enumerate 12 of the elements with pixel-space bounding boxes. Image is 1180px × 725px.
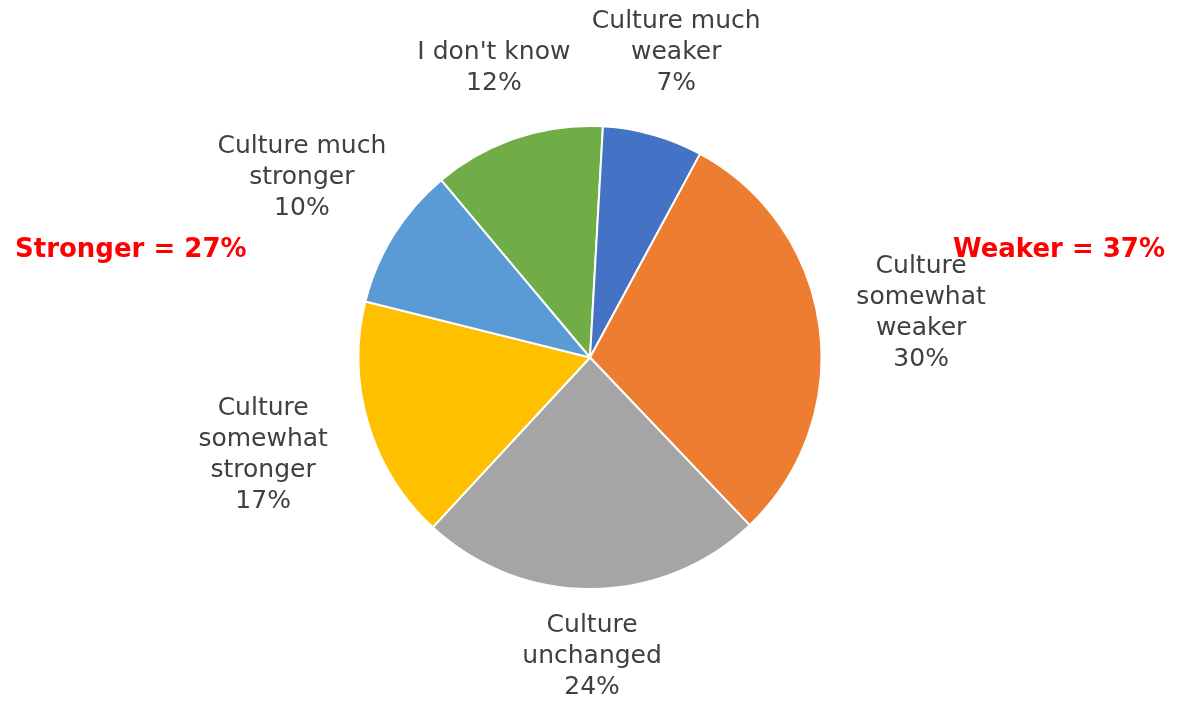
data-label: 30%	[893, 343, 949, 373]
slice-label: I don't know	[417, 36, 571, 66]
data-label: 12%	[466, 67, 522, 97]
data-label: 17%	[235, 484, 291, 514]
slice-label: Culture unchanged	[522, 608, 662, 669]
data-label: 10%	[274, 191, 330, 221]
slice-label: Culture much weaker	[591, 5, 761, 66]
slice-label: Culture somewhat stronger	[198, 391, 329, 483]
data-label: 24%	[564, 670, 620, 700]
slice-label: Culture much stronger	[217, 129, 387, 190]
text: Stronger = 27%	[15, 232, 247, 263]
data-label: 7%	[656, 67, 697, 97]
